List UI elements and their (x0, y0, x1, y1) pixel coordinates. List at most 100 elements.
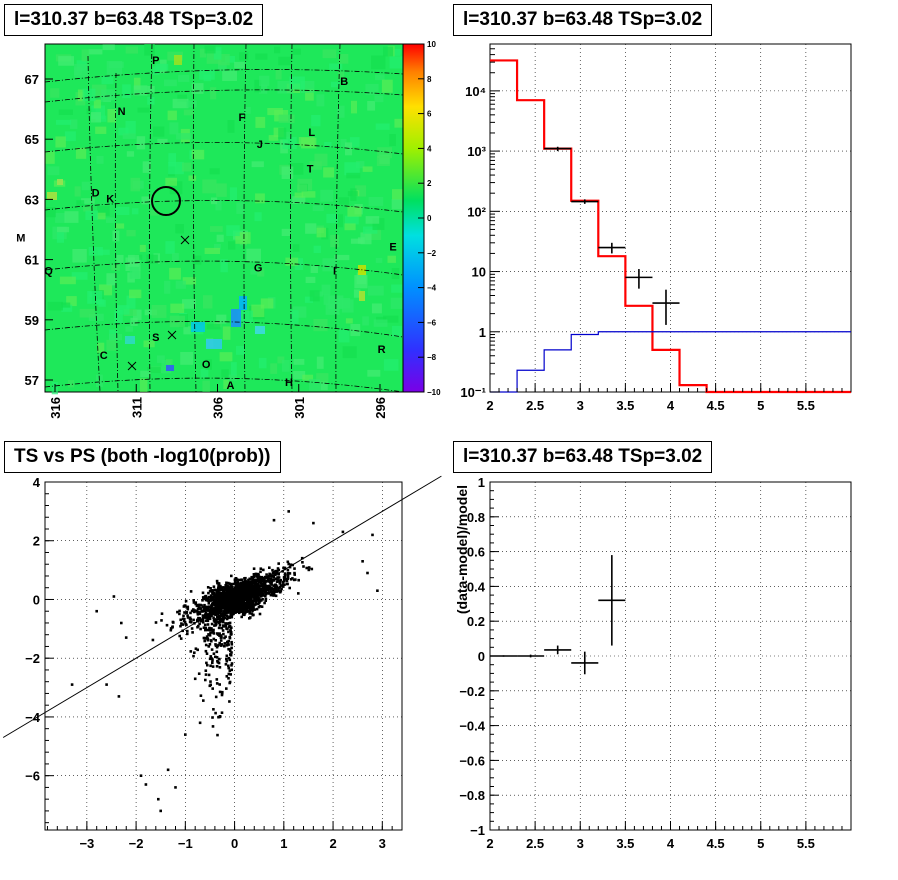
noise-patch (316, 356, 324, 369)
scatter-point (244, 585, 248, 589)
scatter-point (198, 617, 201, 620)
noise-patch (97, 249, 110, 255)
scatter-point (207, 609, 210, 612)
scatter-point (278, 582, 282, 585)
scatter-point (206, 613, 210, 616)
noise-patch (330, 234, 340, 248)
noise-patch (226, 225, 240, 237)
scatter-point (255, 588, 259, 592)
noise-patch (338, 54, 349, 64)
scatter-point (226, 599, 230, 602)
scatter-point (186, 607, 190, 611)
scatter-point (251, 593, 254, 596)
scatter-point (229, 673, 232, 676)
scatter-point (205, 635, 209, 638)
scatter-point (246, 589, 249, 593)
noise-patch (125, 326, 134, 332)
scatter-point (233, 604, 237, 608)
scatter-point (243, 611, 247, 615)
scatter-point (210, 648, 214, 651)
scatter-point (201, 591, 205, 595)
scatter-point (229, 589, 232, 592)
scatter-point (240, 600, 243, 604)
source-label: L (308, 127, 315, 139)
noise-patch (204, 247, 221, 255)
colorbar-axis: 10 8 6 4 2 0 −2 −4 −6 −8 −10 (418, 40, 441, 397)
scatter-point (190, 609, 194, 613)
scatter-point (225, 622, 228, 625)
scatter-point (227, 664, 230, 668)
colorbar-tick-label: 4 (427, 144, 432, 153)
scatter-point (253, 597, 257, 601)
scatter-point (245, 609, 249, 613)
noise-patch (297, 184, 308, 192)
scatter-point (272, 592, 276, 596)
scatter-point (256, 579, 260, 583)
noise-patch (133, 77, 141, 90)
scatter-point (230, 646, 233, 650)
scatter-point (178, 612, 181, 616)
scatter-point (244, 589, 248, 593)
noise-patch (126, 295, 136, 309)
scatter-point (297, 578, 300, 582)
noise-patch (59, 276, 76, 285)
noise-patch (61, 304, 73, 312)
scatter-point (220, 711, 224, 714)
scatter-point (185, 606, 188, 609)
scatter-point (214, 655, 217, 659)
scatter-point (235, 604, 239, 608)
noise-patch (391, 199, 407, 210)
noise-patch (324, 142, 332, 148)
scatter-point (214, 593, 217, 596)
scatter-point (253, 586, 257, 590)
noise-patch (258, 357, 267, 369)
scatter-point (191, 631, 194, 634)
scatter-point (253, 608, 257, 611)
scatter-point (223, 614, 226, 617)
noise-patch (116, 254, 124, 263)
scatter-point (228, 594, 231, 598)
scatter-point (229, 608, 233, 612)
scatter-point (247, 593, 250, 597)
scatter-point (211, 716, 214, 719)
scatter-point (223, 605, 227, 608)
scatter-point (211, 590, 214, 593)
noise-patch (101, 76, 114, 85)
y-tick-label: 65 (25, 132, 39, 147)
scatter-point (194, 601, 198, 604)
scatter-point (211, 591, 214, 595)
x-tick-label: 2 (486, 398, 493, 413)
scatter-point (230, 626, 233, 629)
scatter-point (223, 592, 227, 595)
scatter-point (232, 596, 236, 600)
scatter-point (214, 639, 217, 642)
noise-patch (186, 100, 197, 108)
scatter-point (221, 586, 225, 589)
noise-patch (387, 255, 396, 263)
scatter-point (239, 581, 242, 585)
noise-patch (381, 79, 393, 93)
x-tick-label: 3 (577, 836, 584, 851)
scatter-point (287, 562, 290, 566)
y-tick-label: 10³ (467, 144, 486, 159)
noise-patch (156, 355, 165, 363)
scatter-point (260, 578, 264, 581)
scatter-point (215, 579, 219, 583)
scatter-point (224, 600, 227, 604)
scatter-point (212, 592, 216, 595)
scatter-point (233, 578, 237, 581)
scatter-point (262, 568, 265, 572)
noise-patch (177, 94, 188, 102)
scatter-point (229, 629, 232, 632)
scatter-point (223, 616, 227, 620)
scatter-point (189, 611, 192, 615)
scatter-point (206, 586, 210, 589)
scatter-point (178, 634, 181, 638)
scatter-point (205, 661, 208, 665)
scatter-point (276, 567, 280, 570)
scatter-point (211, 597, 214, 601)
scatter-point (229, 595, 233, 599)
noise-patch (292, 48, 301, 55)
x-tick-label: 4 (667, 836, 675, 851)
noise-blob (206, 339, 222, 349)
